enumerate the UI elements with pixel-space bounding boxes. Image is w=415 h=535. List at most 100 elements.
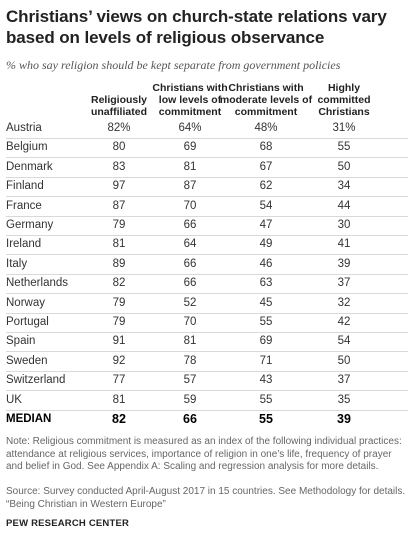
median-row: MEDIAN 82 66 55 39 bbox=[0, 410, 415, 429]
table-cell: 42 bbox=[337, 316, 351, 328]
table-cell: 66 bbox=[183, 257, 197, 270]
table-cell: 92 bbox=[112, 354, 126, 367]
table-cell: 39 bbox=[337, 257, 351, 270]
table-cell: 79 bbox=[112, 219, 126, 231]
table-cell: 35 bbox=[337, 393, 351, 406]
table-cell: 70 bbox=[183, 316, 197, 328]
table-cell: 62 bbox=[259, 180, 273, 193]
table-cell: 55 bbox=[259, 393, 273, 406]
column-header-line: committed bbox=[317, 94, 371, 106]
row-label: Belgium bbox=[6, 141, 48, 154]
table-cell: 81 bbox=[183, 160, 197, 173]
row-divider bbox=[6, 293, 408, 295]
table-row: Austria 82% 64% 48% 31% bbox=[0, 119, 415, 138]
table-cell: 59 bbox=[183, 393, 197, 406]
row-label: Germany bbox=[6, 219, 54, 231]
column-header-line: Christians with bbox=[152, 82, 228, 94]
row-divider bbox=[6, 176, 408, 178]
table-cell: 55 bbox=[259, 412, 273, 426]
row-divider bbox=[6, 137, 408, 139]
row-label: Austria bbox=[6, 122, 42, 134]
table-cell: 79 bbox=[112, 296, 126, 309]
table-cell: 77 bbox=[112, 374, 126, 387]
table-cell: 55 bbox=[337, 141, 351, 154]
table-cell: 31% bbox=[332, 122, 356, 134]
column-header-line: Religiously bbox=[90, 94, 147, 106]
table-cell: 79 bbox=[112, 316, 126, 328]
table-cell: 64 bbox=[183, 238, 197, 251]
table-row: Ireland 81 64 49 41 bbox=[0, 235, 415, 254]
row-divider bbox=[6, 409, 408, 411]
table-cell: 54 bbox=[259, 199, 273, 212]
table-cell: 67 bbox=[259, 160, 273, 173]
row-label: Finland bbox=[6, 180, 44, 193]
table-cell: 30 bbox=[337, 219, 351, 231]
column-header-line: low levels of bbox=[158, 94, 222, 106]
row-label: Ireland bbox=[6, 238, 42, 251]
table-cell: 32 bbox=[337, 296, 351, 309]
table-cell: 71 bbox=[259, 354, 273, 367]
table-cell: 54 bbox=[337, 335, 351, 348]
table-row: Denmark 83 81 67 50 bbox=[0, 158, 415, 177]
table-cell: 37 bbox=[337, 277, 351, 290]
row-label: Switzerland bbox=[6, 374, 66, 387]
table-cell: 63 bbox=[259, 277, 273, 290]
table-row: Belgium 80 69 68 55 bbox=[0, 138, 415, 157]
row-divider bbox=[6, 157, 408, 159]
row-label: Norway bbox=[6, 296, 45, 309]
table-cell: 91 bbox=[112, 335, 126, 348]
column-header-4: Highly committed Christians bbox=[304, 82, 384, 118]
row-divider bbox=[6, 390, 408, 392]
table-cell: 52 bbox=[183, 296, 197, 309]
table-cell: 82 bbox=[112, 277, 126, 290]
column-header-3: Christians with moderate levels of commitm… bbox=[216, 82, 316, 118]
table-cell: 89 bbox=[112, 257, 126, 270]
table-cell: 66 bbox=[183, 412, 197, 426]
column-header-line: moderate levels of bbox=[219, 94, 313, 106]
table-cell: 80 bbox=[112, 141, 126, 154]
table-cell: 45 bbox=[259, 296, 273, 309]
brand-logo-text: PEW RESEARCH CENTER bbox=[6, 518, 130, 529]
table-cell: 69 bbox=[259, 335, 273, 348]
table-cell: 55 bbox=[259, 316, 273, 328]
chart-title: Christians’ views on church-state relati… bbox=[6, 7, 387, 47]
table-cell: 82 bbox=[112, 412, 126, 426]
table-cell: 87 bbox=[112, 199, 126, 212]
column-header-line: unaffiliated bbox=[90, 106, 147, 118]
row-divider bbox=[6, 351, 408, 353]
table-cell: 68 bbox=[259, 141, 273, 154]
row-divider bbox=[6, 331, 408, 333]
table-cell: 37 bbox=[337, 374, 351, 387]
footnote: Note: Religious commitment is measured a… bbox=[6, 436, 402, 472]
chart-subtitle: % who say religion should be kept separa… bbox=[6, 58, 341, 72]
median-label: MEDIAN bbox=[6, 413, 52, 425]
table-cell: 66 bbox=[183, 219, 197, 231]
table-cell: 78 bbox=[183, 354, 197, 367]
row-divider bbox=[6, 234, 408, 236]
table-row: Sweden 92 78 71 50 bbox=[0, 352, 415, 371]
table-cell: 69 bbox=[183, 141, 197, 154]
row-divider bbox=[6, 215, 408, 217]
table-cell: 43 bbox=[259, 374, 273, 387]
row-divider bbox=[6, 273, 408, 275]
column-header-line: Highly bbox=[327, 82, 361, 94]
column-header-1: Religiously unaffiliated bbox=[79, 94, 159, 118]
row-label: Italy bbox=[6, 257, 28, 270]
table-cell: 39 bbox=[337, 412, 351, 426]
table-row: Spain 91 81 69 54 bbox=[0, 332, 415, 351]
table-cell: 81 bbox=[112, 393, 126, 406]
table-cell: 87 bbox=[183, 180, 197, 193]
table-cell: 49 bbox=[259, 238, 273, 251]
table-cell: 46 bbox=[259, 257, 273, 270]
source-note: Source: Survey conducted April-August 20… bbox=[6, 486, 406, 510]
table-row: France 87 70 54 44 bbox=[0, 197, 415, 216]
row-label: France bbox=[6, 199, 42, 212]
table-row: Portugal 79 70 55 42 bbox=[0, 313, 415, 332]
row-divider bbox=[6, 370, 408, 372]
table-cell: 64% bbox=[178, 122, 202, 134]
table-cell: 34 bbox=[337, 180, 351, 193]
table-row: Germany 79 66 47 30 bbox=[0, 216, 415, 235]
column-header-line: commitment bbox=[234, 106, 298, 118]
table-cell: 97 bbox=[112, 180, 126, 193]
